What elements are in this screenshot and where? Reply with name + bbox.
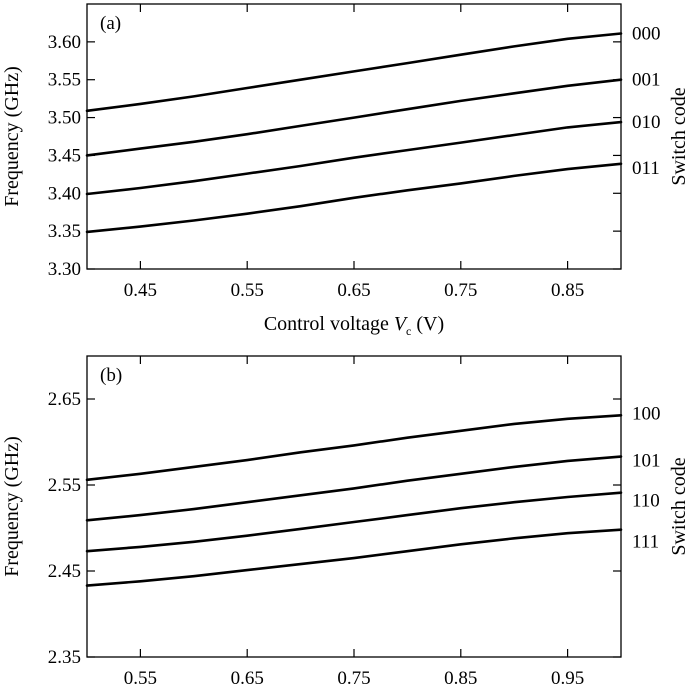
x-tick-label: 0.85 xyxy=(444,668,477,689)
y-tick-label: 3.30 xyxy=(48,259,81,280)
x-axis-label: Control voltage Vc (V) xyxy=(264,313,444,338)
switch-code-101: 101 xyxy=(632,451,661,472)
switch-code-011: 011 xyxy=(632,158,660,179)
y-axis-label: Frequency (GHz) xyxy=(1,66,23,207)
switch-code-110: 110 xyxy=(632,491,660,512)
series-line-010 xyxy=(85,120,623,196)
switch-code-100: 100 xyxy=(632,403,661,424)
series-line-110 xyxy=(85,491,623,553)
y-tick-label: 3.50 xyxy=(48,108,81,129)
chart-panel-b: 0.55 0.65 0.75 0.85 0.95 2.35 2.45 2.55 2.65 (b) F… xyxy=(1,355,690,689)
y-tick-label: 2.55 xyxy=(48,475,81,496)
series-line-011 xyxy=(85,162,623,234)
y-tick-label: 2.35 xyxy=(48,647,81,668)
switch-code-010: 010 xyxy=(632,112,661,133)
plot-frame xyxy=(86,355,622,658)
series-line-000 xyxy=(85,32,623,113)
x-tick-label: 0.95 xyxy=(551,668,584,689)
chart-panel-a: 0.45 0.55 0.65 0.75 0.85 3.30 3.35 3.40 3.45 3.50… xyxy=(1,3,690,338)
x-tick-label: 0.85 xyxy=(551,280,584,301)
series-line-100 xyxy=(85,414,623,482)
x-tick-label: 0.65 xyxy=(231,668,264,689)
x-tick-label: 0.75 xyxy=(337,668,370,689)
series-line-111 xyxy=(85,528,623,587)
x-tick-label: 0.55 xyxy=(231,280,264,301)
switch-code-001: 001 xyxy=(632,70,661,91)
y-axis-label: Frequency (GHz) xyxy=(1,436,23,577)
x-tick-label: 0.45 xyxy=(124,280,157,301)
switch-code-000: 000 xyxy=(632,24,661,45)
x-tick-label: 0.55 xyxy=(124,668,157,689)
y-tick-label: 3.40 xyxy=(48,183,81,204)
switch-code-label: Switch code xyxy=(668,457,690,555)
panel-label: (b) xyxy=(100,365,122,386)
switch-code-111: 111 xyxy=(632,532,659,553)
y-tick-label: 3.55 xyxy=(48,70,81,91)
y-tick-label: 3.45 xyxy=(48,145,81,166)
panel-label: (a) xyxy=(100,13,121,34)
y-tick-label: 2.45 xyxy=(48,561,81,582)
y-tick-label: 3.60 xyxy=(48,32,81,53)
y-tick-label: 2.65 xyxy=(48,389,81,410)
y-tick-label: 3.35 xyxy=(48,221,81,242)
series-line-101 xyxy=(85,455,623,522)
series-line-001 xyxy=(85,78,623,157)
x-tick-label: 0.65 xyxy=(337,280,370,301)
switch-code-label: Switch code xyxy=(668,87,690,185)
x-tick-label: 0.75 xyxy=(444,280,477,301)
